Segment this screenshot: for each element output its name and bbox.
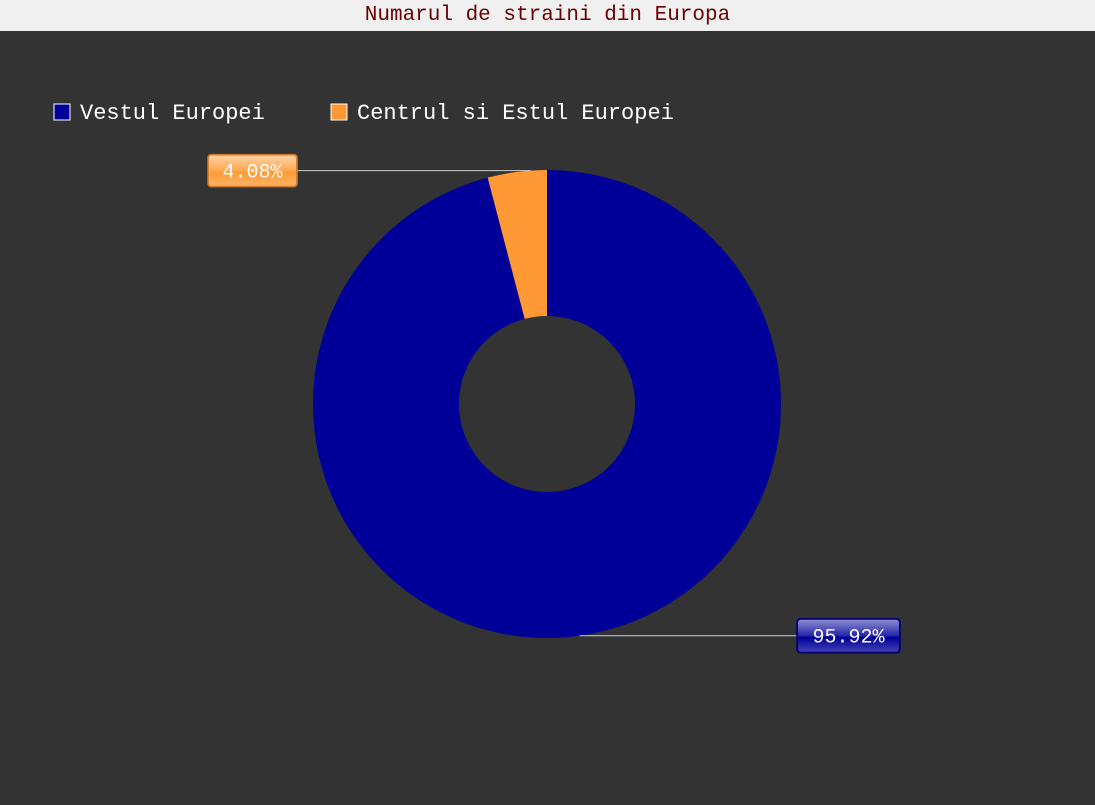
legend-swatch: [53, 103, 71, 121]
data-labels: 95.92% 4.08%: [207, 153, 901, 654]
title-bar: Numarul de straini din Europa: [0, 0, 1095, 31]
legend-item-label: Vestul Europei: [80, 101, 265, 126]
chart-title: Numarul de straini din Europa: [364, 4, 731, 27]
data-label: 4.08%: [222, 162, 283, 185]
slices: [313, 170, 782, 638]
legend-swatch: [330, 103, 348, 121]
pie-slice: [487, 170, 547, 319]
legend-item-label: Centrul si Estul Europei: [357, 101, 674, 126]
data-label-gloss: [209, 155, 296, 186]
donut-chart: Vestul Europei Centrul si Estul Europei 9…: [53, 101, 901, 654]
data-label-gloss: [798, 619, 899, 652]
data-label: 95.92%: [812, 627, 885, 650]
pie-slice: [313, 170, 782, 638]
legend: Vestul Europei Centrul si Estul Europei: [53, 101, 674, 126]
